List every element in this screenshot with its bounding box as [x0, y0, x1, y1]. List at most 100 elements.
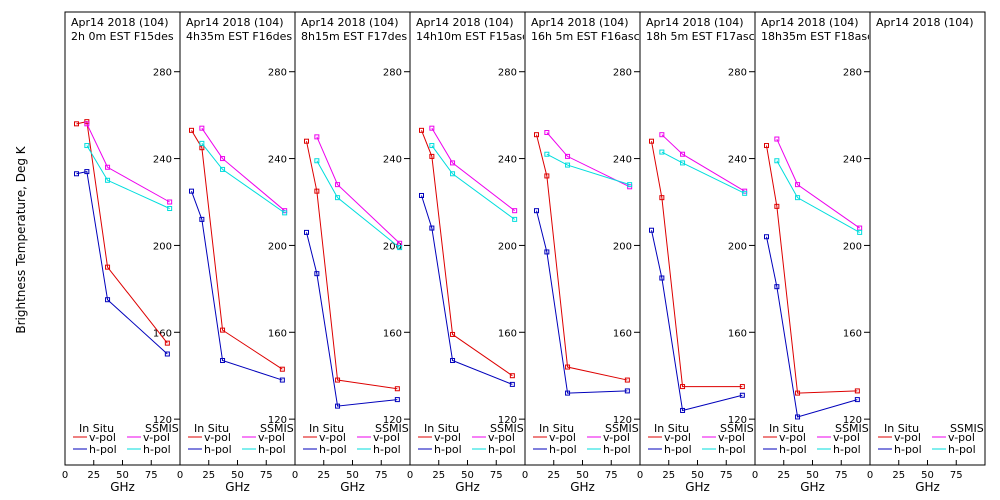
- panel-title-date: Apr14 2018 (104): [646, 16, 744, 29]
- data-point: [624, 388, 630, 394]
- legend-label: h-pol: [204, 443, 232, 456]
- legend-label: v-pol: [603, 431, 630, 444]
- data-point: [534, 208, 539, 214]
- x-tick-label: 75: [835, 470, 848, 481]
- data-point: [544, 173, 550, 179]
- data-point: [314, 158, 320, 164]
- x-tick-label: 50: [691, 470, 704, 481]
- data-point: [659, 195, 665, 201]
- legend-label: v-pol: [948, 431, 975, 444]
- data-point: [220, 358, 226, 364]
- panel-title-time: 16h 5m EST F16asc: [531, 30, 640, 43]
- legend-ssmis-title: SSMIS: [375, 422, 409, 435]
- y-tick-label: 240: [383, 155, 402, 166]
- data-point: [84, 169, 90, 175]
- panel-title-date: Apr14 2018 (104): [416, 16, 514, 29]
- legend-insitu-title: In Situ: [884, 422, 919, 435]
- legend-label: v-pol: [319, 431, 346, 444]
- legend-ssmis-title: SSMIS: [490, 422, 524, 435]
- panel-title-date: Apr14 2018 (104): [186, 16, 284, 29]
- data-point: [74, 171, 79, 177]
- data-point: [509, 381, 515, 387]
- legend-label: v-pol: [434, 431, 461, 444]
- data-point: [544, 130, 550, 136]
- x-tick-label: 50: [231, 470, 244, 481]
- data-point: [419, 192, 424, 198]
- data-point: [774, 284, 780, 290]
- panel-title-date: Apr14 2018 (104): [761, 16, 859, 29]
- y-tick-label: 280: [383, 68, 402, 79]
- panel-frame: [754, 11, 871, 466]
- panel-title-date: Apr14 2018 (104): [71, 16, 169, 29]
- data-point: [199, 125, 205, 131]
- series-line: [201, 143, 285, 214]
- data-point: [84, 143, 90, 149]
- legend-insitu-title: In Situ: [654, 422, 689, 435]
- legend-label: h-pol: [718, 443, 746, 456]
- series-line: [431, 127, 515, 212]
- data-point: [394, 386, 400, 392]
- y-tick-label: 160: [843, 328, 862, 339]
- data-point: [429, 225, 435, 231]
- x-tick-label: 0: [292, 470, 298, 481]
- data-point: [199, 140, 205, 146]
- legend-insitu-title: In Situ: [309, 422, 344, 435]
- data-point: [795, 390, 801, 396]
- series-line: [201, 127, 285, 212]
- y-tick-label: 120: [268, 415, 287, 426]
- panel-title-date: Apr14 2018 (104): [876, 16, 974, 29]
- series-line: [316, 136, 400, 244]
- data-point: [544, 249, 550, 255]
- x-tick-label: 0: [522, 470, 528, 481]
- panel-title-time: 18h 5m EST F17asc: [646, 30, 755, 43]
- data-point: [565, 162, 571, 168]
- data-point: [680, 384, 686, 390]
- data-point: [84, 121, 90, 127]
- x-tick-label: 75: [605, 470, 618, 481]
- y-tick-label: 280: [613, 68, 632, 79]
- series-line: [651, 141, 743, 388]
- legend-insitu-title: In Situ: [79, 422, 114, 435]
- x-tick-label: 25: [432, 470, 445, 481]
- y-tick-label: 280: [843, 68, 862, 79]
- x-tick-label: 50: [461, 470, 474, 481]
- legend-label: v-pol: [833, 431, 860, 444]
- panel-title-time: 8h15m EST F17des: [301, 30, 407, 43]
- x-axis-label: GHz: [110, 480, 135, 494]
- panel-title: Apr14 2018 (104)8h15m EST F17des: [301, 16, 407, 43]
- series-line: [191, 190, 283, 381]
- panel-title-time: 14h10m EST F15asc: [416, 30, 528, 43]
- legend-ssmis-title: SSMIS: [260, 422, 294, 435]
- data-point: [105, 177, 111, 183]
- data-point: [314, 271, 320, 277]
- series-line: [546, 153, 630, 186]
- y-tick-label: 120: [843, 415, 862, 426]
- series-line: [536, 134, 628, 381]
- panel-title: Apr14 2018 (104)18h35m EST F18asc: [761, 16, 869, 42]
- data-point: [739, 392, 745, 398]
- x-axis-label: GHz: [800, 480, 825, 494]
- data-point: [774, 136, 780, 142]
- data-point: [335, 182, 341, 188]
- legend-ssmis-title: SSMIS: [950, 422, 984, 435]
- data-point: [680, 407, 686, 413]
- data-point: [649, 227, 654, 233]
- x-tick-label: 0: [177, 470, 183, 481]
- data-point: [335, 403, 341, 409]
- data-point: [314, 188, 320, 194]
- series-line: [651, 230, 743, 412]
- legend-label: h-pol: [373, 443, 401, 456]
- data-point: [397, 245, 403, 251]
- legend-label: h-pol: [833, 443, 861, 456]
- series-line: [536, 210, 628, 394]
- data-point: [279, 366, 285, 372]
- data-point: [282, 210, 288, 216]
- series-line: [86, 145, 170, 209]
- data-point: [659, 275, 665, 281]
- data-point: [659, 132, 665, 138]
- legend-label: v-pol: [664, 431, 691, 444]
- series-line: [316, 160, 400, 248]
- x-axis-label: GHz: [225, 480, 250, 494]
- legend-label: v-pol: [488, 431, 515, 444]
